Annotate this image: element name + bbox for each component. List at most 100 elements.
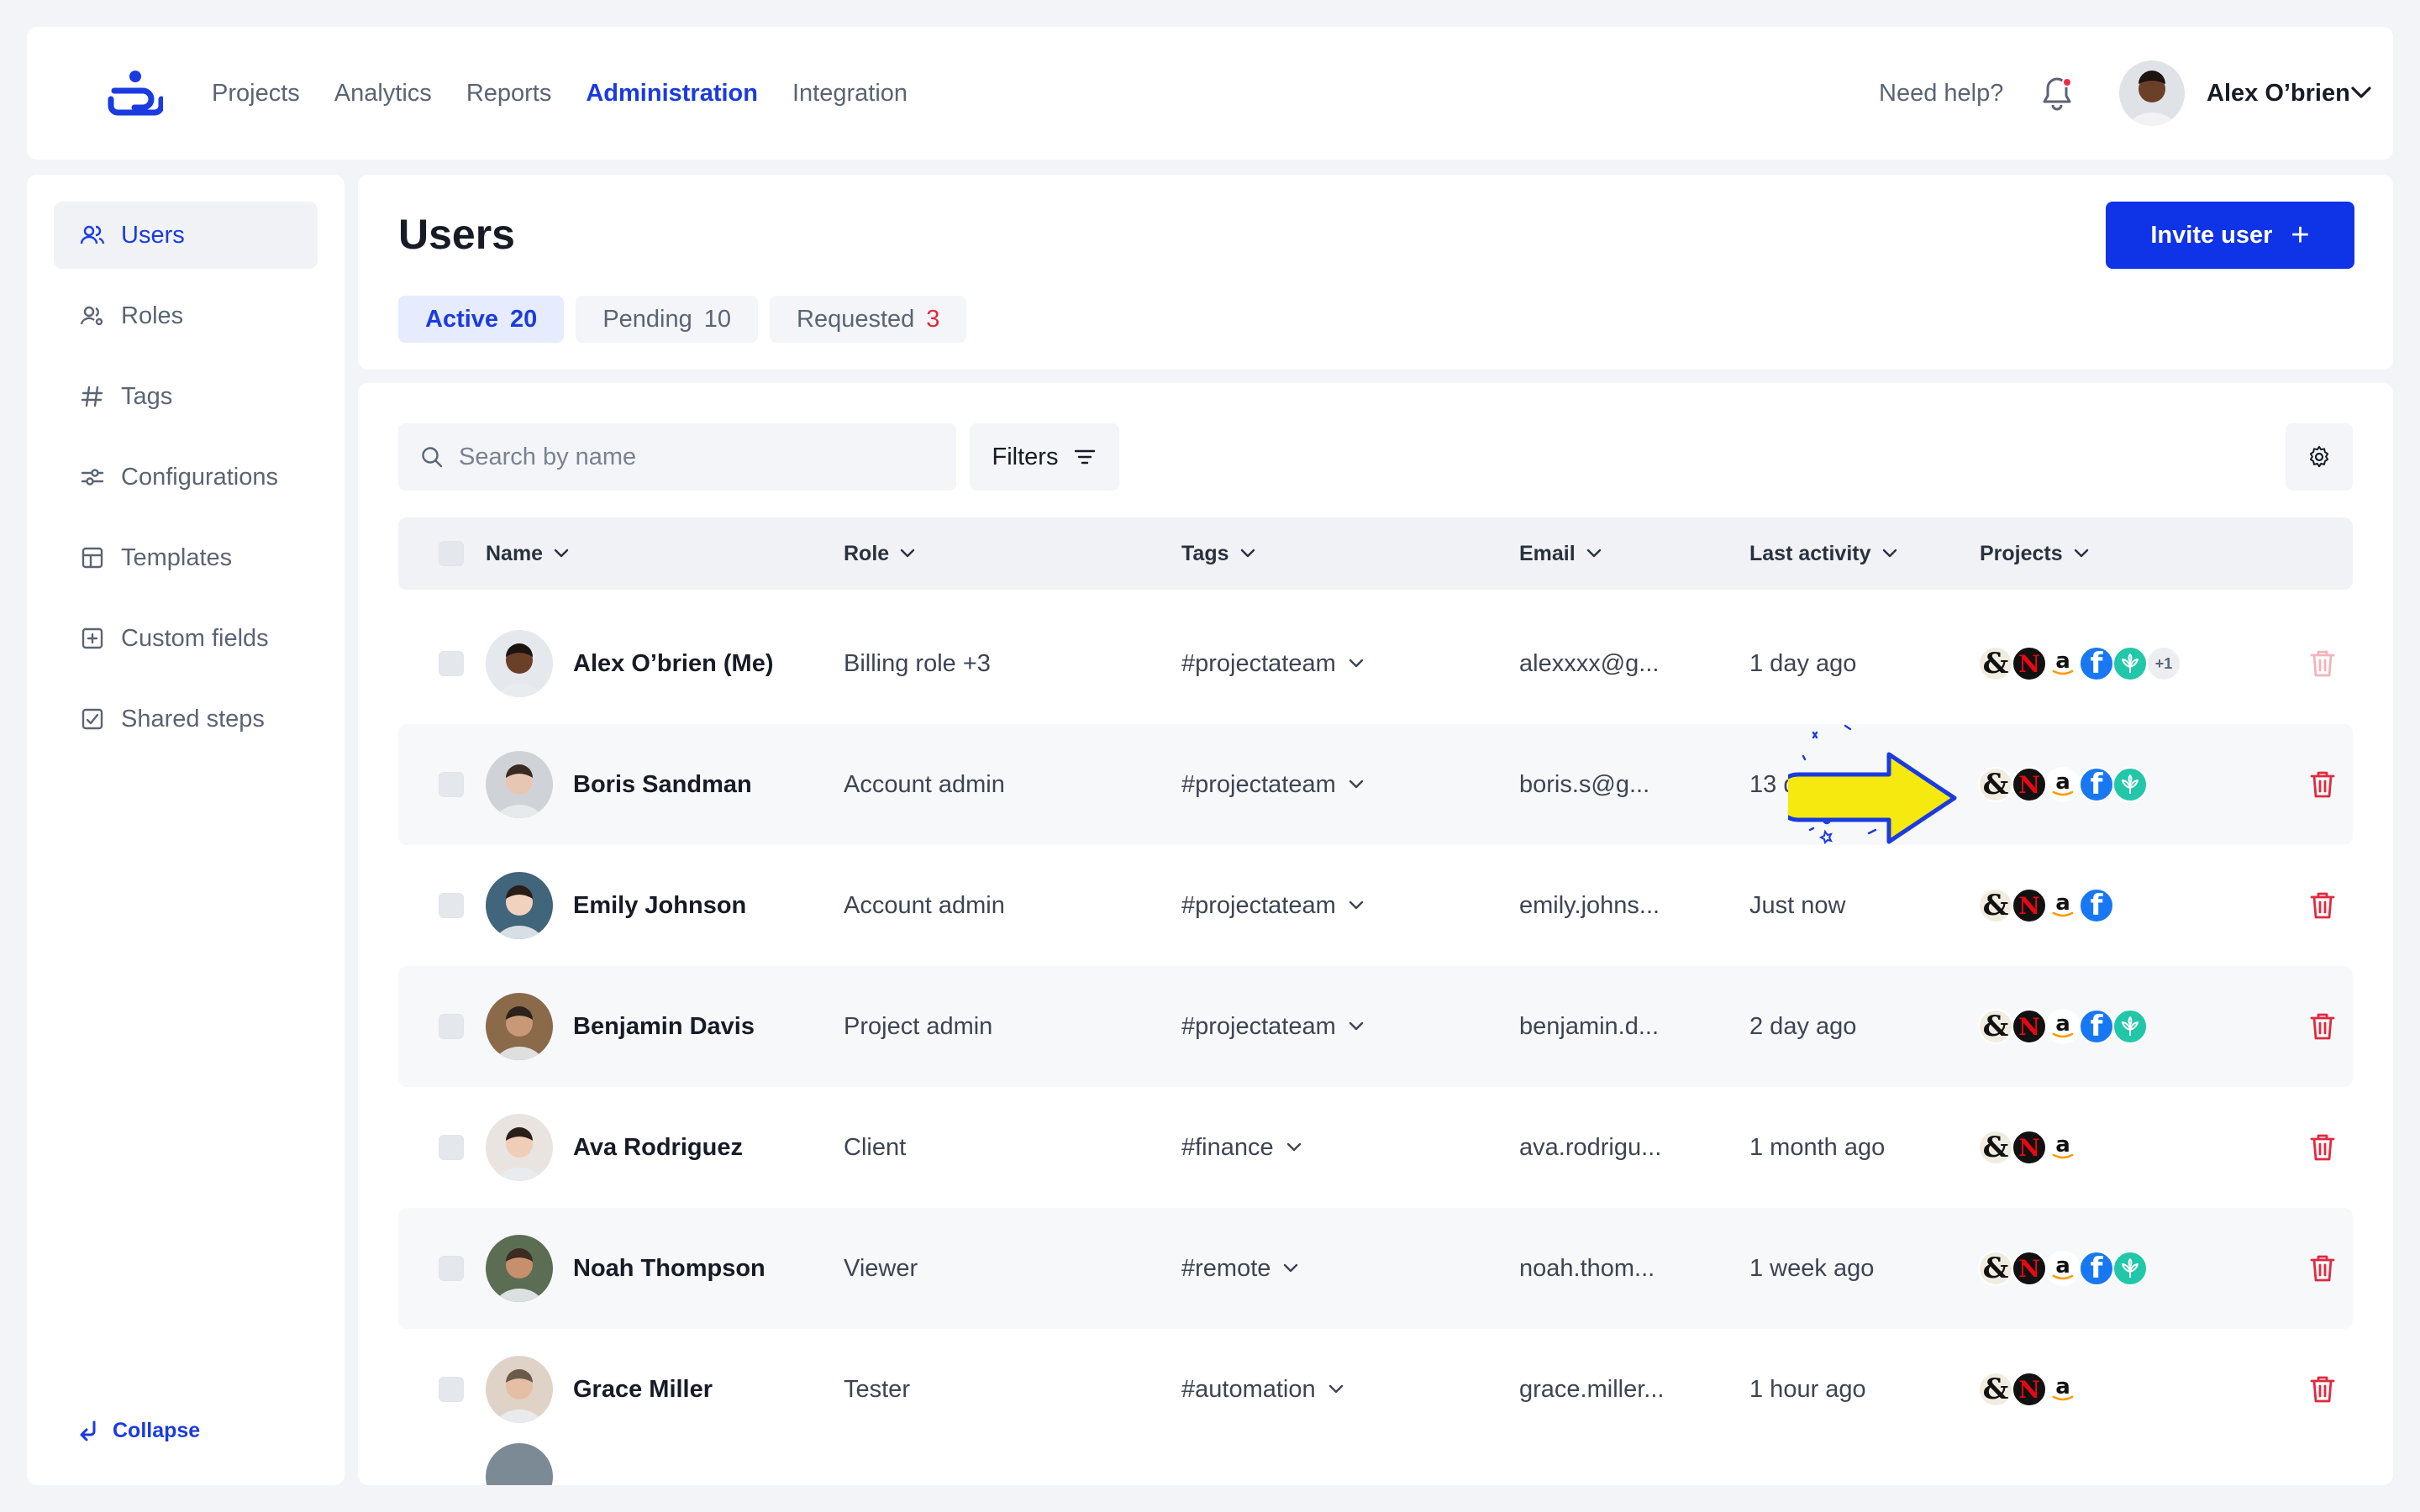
table-row[interactable]: Ava Rodriguez Client #finance ava.rodrigu..… (398, 1087, 2353, 1208)
project-ampersand-icon[interactable]: & (1978, 888, 2013, 923)
project-amazon-icon[interactable]: a (2045, 1251, 2081, 1286)
sidebar-item-tags[interactable]: Tags (54, 363, 318, 430)
delete-user-button[interactable] (2304, 1008, 2341, 1045)
project-facebook-icon[interactable]: f (2079, 767, 2114, 802)
project-amazon-icon[interactable]: a (2045, 646, 2081, 681)
more-projects-badge[interactable]: +1 (2146, 646, 2181, 681)
project-facebook-icon[interactable]: f (2079, 1009, 2114, 1044)
delete-user-button[interactable] (2304, 1129, 2341, 1166)
nav-reports[interactable]: Reports (466, 79, 552, 107)
project-facebook-icon[interactable]: f (2079, 888, 2114, 923)
need-help-link[interactable]: Need help? (1879, 79, 2004, 107)
delete-user-button[interactable] (2304, 1250, 2341, 1287)
project-ampersand-icon[interactable]: & (1978, 1372, 2013, 1407)
project-netflix-icon[interactable]: N (2012, 1372, 2047, 1407)
project-amazon-icon[interactable]: a (2045, 888, 2081, 923)
table-row[interactable]: Noah Thompson Viewer #remote noah.thom... 1 … (398, 1208, 2353, 1329)
user-name-cell[interactable]: Alex O’brien (Me) (573, 650, 774, 677)
project-netflix-icon[interactable]: N (2012, 1130, 2047, 1165)
sidebar-item-configurations[interactable]: Configurations (54, 444, 318, 511)
project-facebook-icon[interactable]: f (2079, 1251, 2114, 1286)
user-name-cell[interactable]: Benjamin Davis (573, 1013, 755, 1040)
project-leaf-icon[interactable] (2112, 1251, 2148, 1286)
tag-dropdown[interactable]: #remote (1181, 1255, 1299, 1283)
user-name-cell[interactable]: Noah Thompson (573, 1255, 765, 1282)
tag-dropdown[interactable]: #finance (1181, 1134, 1302, 1162)
delete-user-button[interactable] (2304, 645, 2341, 682)
column-header-last-activity[interactable]: Last activity (1749, 517, 1898, 590)
project-netflix-icon[interactable]: N (2012, 646, 2047, 681)
table-row[interactable]: Benjamin Davis Project admin #projectateam… (398, 966, 2353, 1087)
project-leaf-icon[interactable] (2112, 1009, 2148, 1044)
project-amazon-icon[interactable]: a (2045, 767, 2081, 802)
project-leaf-icon[interactable] (2112, 646, 2148, 681)
user-avatar[interactable] (2119, 60, 2185, 126)
user-name-cell[interactable]: Emily Johnson (573, 892, 747, 919)
table-row[interactable]: Emily Johnson Account admin #projectateam e… (398, 845, 2353, 966)
sidebar-item-shared-steps[interactable]: Shared steps (54, 685, 318, 753)
column-header-role[interactable]: Role (844, 517, 916, 590)
project-netflix-icon[interactable]: N (2012, 888, 2047, 923)
row-checkbox[interactable] (439, 1377, 464, 1402)
delete-user-button[interactable] (2304, 1371, 2341, 1408)
tab-active[interactable]: Active 20 (398, 296, 565, 343)
tag-dropdown[interactable]: #projectateam (1181, 771, 1365, 799)
column-header-name[interactable]: Name (486, 517, 570, 590)
table-row[interactable]: Boris Sandman Account admin #projectateam b… (398, 724, 2353, 845)
column-header-tags[interactable]: Tags (1181, 517, 1256, 590)
project-netflix-icon[interactable]: N (2012, 1009, 2047, 1044)
app-logo-icon[interactable] (108, 69, 163, 116)
tag-dropdown[interactable]: #automation (1181, 1376, 1344, 1404)
project-amazon-icon[interactable]: a (2045, 1372, 2081, 1407)
tag-dropdown[interactable]: #projectateam (1181, 650, 1365, 678)
column-header-projects[interactable]: Projects (1980, 517, 2090, 590)
tab-pending[interactable]: Pending 10 (576, 296, 759, 343)
project-ampersand-icon[interactable]: & (1978, 767, 2013, 802)
nav-integration[interactable]: Integration (792, 79, 908, 107)
project-amazon-icon[interactable]: a (2045, 1130, 2081, 1165)
tab-requested[interactable]: Requested 3 (770, 296, 967, 343)
delete-user-button[interactable] (2304, 887, 2341, 924)
row-checkbox[interactable] (439, 1135, 464, 1160)
row-checkbox[interactable] (439, 1256, 464, 1281)
project-facebook-icon[interactable]: f (2079, 646, 2114, 681)
row-checkbox[interactable] (439, 772, 464, 797)
table-row[interactable]: Grace Miller Tester #automation grace.mille… (398, 1329, 2353, 1450)
tag-dropdown[interactable]: #projectateam (1181, 1013, 1365, 1041)
user-name[interactable]: Alex O’brien (2207, 79, 2350, 107)
delete-user-button[interactable] (2304, 766, 2341, 803)
project-netflix-icon[interactable]: N (2012, 767, 2047, 802)
nav-projects[interactable]: Projects (212, 79, 300, 107)
collapse-sidebar-button[interactable]: Collapse (76, 1418, 200, 1443)
project-leaf-icon[interactable] (2112, 767, 2148, 802)
nav-analytics[interactable]: Analytics (334, 79, 432, 107)
sidebar-item-roles[interactable]: Roles (54, 282, 318, 349)
sidebar-item-users[interactable]: Users (54, 202, 318, 269)
chevron-down-icon[interactable] (2349, 82, 2373, 102)
table-settings-button[interactable] (2286, 423, 2353, 491)
project-netflix-icon[interactable]: N (2012, 1251, 2047, 1286)
user-name-cell[interactable]: Boris Sandman (573, 771, 752, 798)
project-ampersand-icon[interactable]: & (1978, 1251, 2013, 1286)
row-checkbox[interactable] (439, 1014, 464, 1039)
nav-administration[interactable]: Administration (586, 79, 758, 107)
row-checkbox[interactable] (439, 893, 464, 918)
user-name-cell[interactable]: Ava Rodriguez (573, 1134, 743, 1161)
project-ampersand-icon[interactable]: & (1978, 1009, 2013, 1044)
user-name-cell[interactable]: Grace Miller (573, 1376, 713, 1403)
search-input[interactable] (459, 443, 929, 471)
project-ampersand-icon[interactable]: & (1978, 646, 2013, 681)
filters-button[interactable]: Filters (970, 423, 1119, 491)
sidebar-item-templates[interactable]: Templates (54, 524, 318, 591)
sidebar-item-custom-fields[interactable]: Custom fields (54, 605, 318, 672)
invite-user-button[interactable]: Invite user + (2106, 202, 2354, 269)
table-row[interactable]: Alex O’brien (Me) Billing role +3 #project… (398, 603, 2353, 724)
table-row[interactable] (398, 1438, 2353, 1485)
column-header-email[interactable]: Email (1519, 517, 1602, 590)
project-ampersand-icon[interactable]: & (1978, 1130, 2013, 1165)
tag-dropdown[interactable]: #projectateam (1181, 892, 1365, 920)
select-all-checkbox[interactable] (439, 541, 464, 566)
row-checkbox[interactable] (439, 651, 464, 676)
project-amazon-icon[interactable]: a (2045, 1009, 2081, 1044)
notifications-bell-icon[interactable] (2040, 76, 2074, 113)
